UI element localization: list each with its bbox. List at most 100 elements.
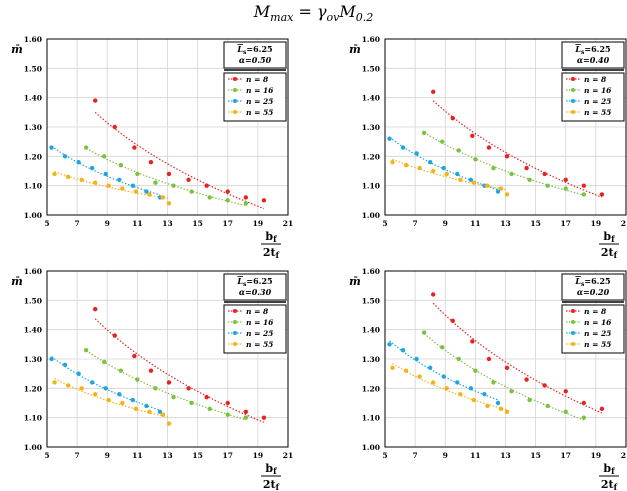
data-point-n16 (440, 139, 445, 144)
data-point-n8 (93, 98, 98, 103)
legend-label-n55: n = 55 (246, 340, 273, 349)
data-point-n8 (470, 133, 475, 138)
x-tick-label: 9 (105, 219, 110, 228)
data-point-n25 (455, 380, 460, 385)
trendline-n55 (54, 377, 170, 418)
x-tick-label: 9 (105, 451, 110, 460)
data-point-n55 (504, 192, 510, 197)
data-point-n25 (144, 189, 149, 194)
data-point-n8 (431, 89, 436, 95)
x-label-denominator: 2tf (601, 478, 618, 491)
data-point-n55 (93, 180, 98, 185)
data-point-n16 (421, 330, 427, 335)
x-tick-label: 15 (530, 451, 540, 460)
data-point-n25 (117, 177, 122, 182)
ls-label: Ls=6.25 (236, 44, 272, 56)
data-point-n25 (157, 409, 163, 414)
x-tick-label: 7 (413, 451, 418, 460)
data-point-n55 (431, 168, 436, 174)
x-tick-label: 11 (470, 451, 480, 460)
legend-label-n55: n = 55 (584, 108, 611, 117)
y-tick-label: 1.40 (362, 94, 380, 103)
legend: n = 8 n = 16 n = 25 n = 55 (561, 72, 625, 122)
data-point-n16 (545, 403, 550, 409)
y-tick-label: 1.50 (362, 64, 380, 73)
y-tick-label: 1.30 (24, 355, 42, 364)
x-label-denominator: 2tf (601, 246, 618, 260)
legend-marker-n16 (571, 88, 575, 92)
data-point-n55 (166, 421, 172, 426)
data-point-n16 (473, 157, 478, 162)
data-point-n25 (117, 392, 122, 397)
legend-marker-n16 (571, 320, 575, 324)
y-tick-label: 1.10 (24, 182, 42, 191)
data-point-n8 (243, 195, 249, 200)
data-point-n55 (93, 392, 98, 397)
data-point-n8 (581, 183, 587, 188)
data-point-n25 (144, 403, 149, 409)
x-tick-label: 15 (530, 219, 540, 228)
data-point-n25 (130, 183, 136, 188)
data-point-n55 (444, 386, 449, 391)
data-point-n8 (431, 292, 436, 297)
y-axis-label: m̄ (349, 43, 361, 56)
data-point-n16 (491, 380, 496, 385)
x-tick-label: 19 (253, 219, 263, 228)
data-point-n25 (76, 160, 81, 165)
data-point-n8 (93, 306, 98, 312)
x-tick-label: 9 (443, 451, 448, 460)
data-point-n55 (147, 409, 152, 414)
data-point-n16 (491, 165, 496, 171)
legend-label-n55: n = 55 (246, 108, 273, 117)
trendline-n8 (94, 111, 265, 210)
alpha-label: α=0.20 (577, 287, 610, 297)
legend-marker-n55 (571, 110, 575, 114)
legend-label-n55: n = 55 (584, 340, 611, 349)
alpha-label: α=0.40 (577, 55, 610, 65)
x-tick-label: 19 (591, 219, 601, 228)
x-tick-label: 15 (192, 451, 202, 460)
data-point-n8 (599, 192, 605, 197)
data-point-n55 (485, 403, 490, 409)
data-point-n16 (102, 154, 107, 159)
x-tick-label: 7 (75, 451, 80, 460)
data-point-n16 (189, 400, 194, 406)
y-tick-label: 1.60 (24, 267, 42, 276)
y-tick-label: 1.30 (362, 355, 380, 364)
x-tick-label: 7 (413, 219, 418, 228)
y-tick-label: 1.50 (362, 296, 380, 305)
data-point-n16 (118, 162, 124, 168)
trendline-n25 (51, 145, 161, 196)
legend-label-n25: n = 25 (584, 329, 611, 338)
legend-marker-n25 (571, 99, 575, 103)
data-point-n8 (524, 165, 529, 171)
x-label-numerator: bf (265, 230, 277, 244)
data-point-n25 (414, 356, 419, 362)
data-point-n55 (79, 386, 84, 391)
data-point-n55 (52, 380, 57, 385)
legend-label-n8: n = 8 (246, 307, 269, 316)
data-point-n16 (153, 180, 158, 185)
data-point-n25 (468, 177, 474, 182)
data-point-n55 (166, 201, 172, 206)
chart-panel-1: 5 7 9 11 13 15 17 19 21 1.00 1.10 1.20 1.30 1.40 1.50 1… (11, 35, 293, 260)
data-point-n8 (504, 154, 510, 159)
data-point-n8 (166, 171, 172, 177)
data-point-n16 (456, 356, 462, 362)
data-point-n55 (133, 406, 139, 412)
y-axis-label: m̄ (11, 43, 23, 56)
data-point-n55 (160, 195, 166, 200)
data-point-n16 (118, 368, 124, 373)
y-tick-label: 1.30 (362, 123, 380, 132)
trendline-n55 (54, 171, 170, 200)
legend-marker-n16 (233, 320, 237, 324)
y-tick-label: 1.40 (362, 326, 380, 335)
data-point-n25 (103, 171, 108, 177)
title-m2: M (339, 2, 356, 21)
chart-panel-2: 5 7 9 11 13 15 17 19 21 1.00 1.10 1.20 1.30 1.40 1.50 1… (349, 35, 627, 260)
data-point-n8 (599, 406, 605, 412)
data-point-n16 (527, 177, 532, 182)
data-point-n8 (166, 380, 172, 385)
y-tick-label: 1.20 (362, 384, 380, 393)
